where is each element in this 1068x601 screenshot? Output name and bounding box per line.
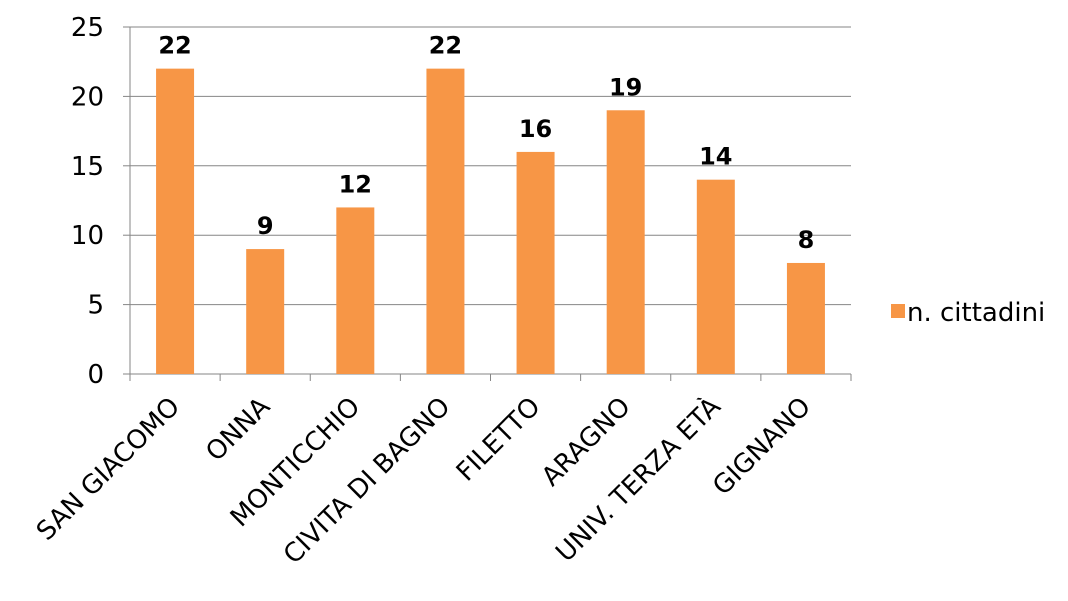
x-category-label: ONNA (200, 392, 276, 468)
bar (246, 249, 285, 374)
y-tick-label: 0 (87, 360, 104, 390)
bar-data-label: 9 (257, 212, 274, 240)
bar (516, 151, 555, 374)
bar (786, 262, 825, 374)
legend-label: n. cittadini (907, 298, 1045, 328)
bars (156, 68, 825, 374)
x-category-label: CIVITA DI BAGNO (278, 392, 456, 570)
bar-data-label: 12 (339, 170, 372, 198)
data-labels: 22 9 12 22 16 19 14 8 (158, 32, 814, 254)
x-category-label: GIGNANO (707, 392, 817, 502)
bar (696, 179, 735, 374)
bar-data-label: 16 (519, 115, 552, 143)
bar (336, 207, 375, 374)
axes (123, 26, 852, 381)
y-tick-labels: 0 5 10 15 20 25 (71, 13, 104, 390)
x-category-label: UNIV. TERZA ETÀ (549, 390, 727, 568)
bar (426, 68, 465, 374)
bar-data-label: 8 (798, 226, 815, 254)
bar-data-label: 19 (609, 73, 642, 101)
y-tick-label: 10 (71, 221, 104, 251)
y-tick-label: 25 (71, 13, 104, 43)
x-category-label: FILETTO (451, 392, 547, 488)
x-category-label: SAN GIACOMO (31, 392, 186, 547)
bar-data-label: 14 (699, 143, 732, 171)
bar (606, 110, 645, 374)
gridlines (130, 26, 851, 306)
y-tick-label: 15 (71, 152, 104, 182)
y-tick-label: 5 (87, 291, 104, 321)
y-tick-label: 20 (71, 82, 104, 112)
legend: n. cittadini (891, 298, 1045, 328)
bar (156, 68, 195, 374)
legend-swatch (891, 304, 905, 318)
bar-data-label: 22 (158, 32, 191, 60)
bar-data-label: 22 (429, 32, 462, 60)
